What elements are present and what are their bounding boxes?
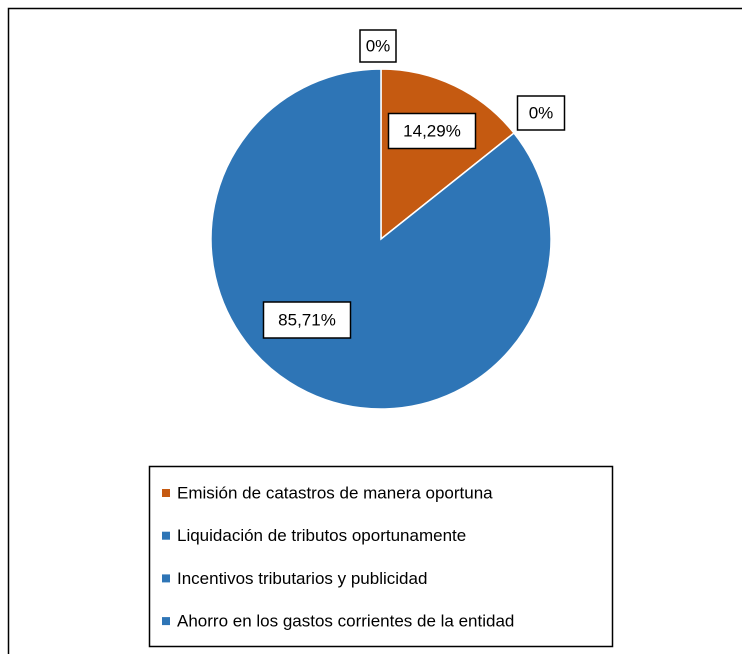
data-label-box	[359, 29, 397, 63]
data-label: 0%	[529, 103, 554, 122]
legend-marker	[162, 617, 170, 626]
legend-marker	[162, 531, 170, 540]
pie-slice	[380, 68, 515, 241]
data-label: 85,71%	[278, 310, 336, 329]
legend-label: Liquidación de tributos oportunamente	[177, 526, 466, 545]
data-label: 14,29%	[403, 121, 461, 140]
legend-label: Incentivos tributarios y publicidad	[177, 569, 427, 588]
legend-label: Emisión de catastros de manera oportuna	[177, 483, 493, 502]
data-label-box	[516, 95, 566, 131]
data-label-box	[262, 301, 352, 339]
legend-marker	[162, 489, 170, 497]
data-label: 0%	[366, 36, 391, 55]
legend-box	[148, 465, 614, 648]
data-label-box	[387, 112, 477, 150]
legend-marker	[162, 574, 170, 583]
legend-label: Ahorro en los gastos corrientes de la en…	[177, 612, 514, 631]
